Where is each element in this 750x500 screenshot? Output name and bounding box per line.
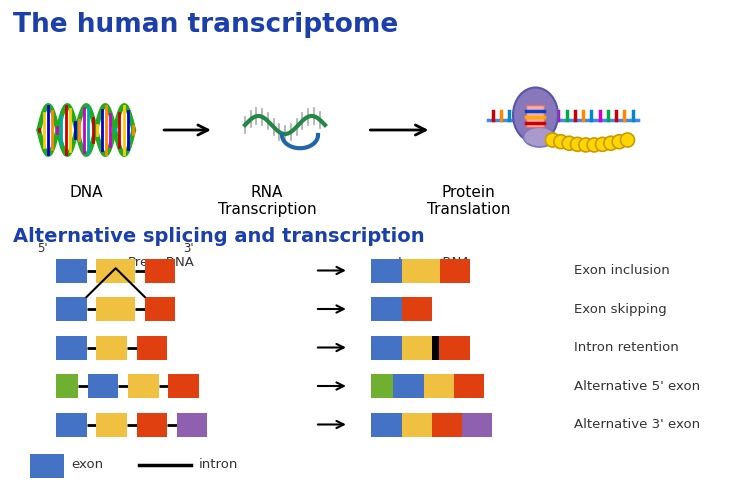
Circle shape (579, 138, 592, 152)
Text: 3': 3' (183, 242, 194, 254)
Bar (393, 374, 424, 398)
Bar (440, 258, 470, 282)
Bar (88, 374, 118, 398)
Bar (424, 374, 454, 398)
Bar (432, 412, 462, 436)
Circle shape (571, 138, 584, 151)
Bar (371, 336, 401, 359)
Bar (401, 297, 432, 321)
Ellipse shape (524, 127, 556, 147)
Ellipse shape (513, 88, 558, 142)
Circle shape (612, 134, 626, 148)
Text: Intron retention: Intron retention (574, 341, 679, 354)
Bar (432, 336, 439, 359)
Bar (371, 258, 401, 282)
Text: 5': 5' (38, 242, 48, 254)
Bar (371, 412, 401, 436)
Circle shape (562, 136, 576, 150)
Bar (440, 336, 470, 359)
Text: The human transcriptome: The human transcriptome (13, 12, 399, 38)
Text: DNA: DNA (70, 185, 103, 200)
Text: mature mRNA: mature mRNA (377, 256, 470, 269)
Text: exon: exon (71, 458, 104, 471)
Circle shape (596, 138, 610, 151)
Bar (56, 412, 86, 436)
Bar (462, 412, 492, 436)
Bar (145, 297, 175, 321)
Bar (454, 374, 484, 398)
Bar (30, 454, 64, 477)
Bar (56, 336, 86, 359)
Text: Exon skipping: Exon skipping (574, 302, 667, 316)
Text: RNA
Transcription: RNA Transcription (217, 185, 316, 218)
Circle shape (587, 138, 602, 152)
Bar (136, 336, 166, 359)
Circle shape (604, 136, 618, 150)
Bar (56, 297, 86, 321)
Text: intron: intron (199, 458, 238, 471)
Bar (401, 336, 432, 359)
Bar (97, 258, 135, 282)
Circle shape (620, 133, 634, 147)
Bar (371, 297, 401, 321)
Bar (401, 258, 440, 282)
Bar (97, 336, 127, 359)
Bar (145, 258, 175, 282)
Bar (56, 258, 86, 282)
Bar (97, 412, 127, 436)
Circle shape (545, 133, 560, 147)
Bar (169, 374, 199, 398)
Text: Alternative 5' exon: Alternative 5' exon (574, 380, 700, 392)
Bar (526, 105, 544, 127)
Bar (371, 374, 393, 398)
Text: Protein
Translation: Protein Translation (427, 185, 511, 218)
Text: Pre-mRNA: Pre-mRNA (128, 256, 195, 269)
Text: Alternative 3' exon: Alternative 3' exon (574, 418, 700, 431)
Circle shape (554, 134, 568, 148)
Bar (177, 412, 207, 436)
Bar (128, 374, 158, 398)
Bar (56, 374, 78, 398)
Bar (136, 412, 166, 436)
Bar (97, 297, 135, 321)
Bar (401, 412, 432, 436)
Text: Exon inclusion: Exon inclusion (574, 264, 670, 277)
Text: Alternative splicing and transcription: Alternative splicing and transcription (13, 228, 425, 246)
